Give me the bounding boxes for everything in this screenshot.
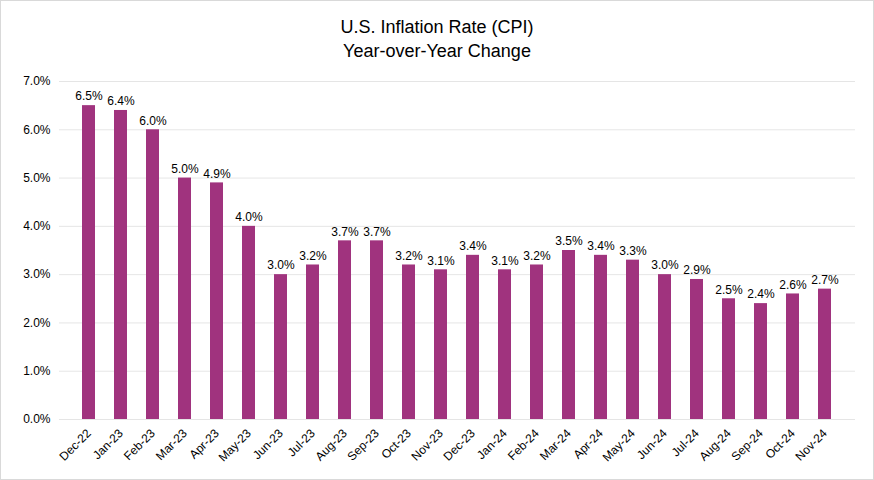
svg-text:Dec-23: Dec-23 [441,426,478,463]
svg-text:Dec-22: Dec-22 [57,426,94,463]
svg-text:3.2%: 3.2% [395,249,423,263]
svg-text:Nov-24: Nov-24 [793,426,830,463]
html-text:U.S. Inflation Rate (CPI): U.S. Inflation Rate (CPI) [340,17,534,37]
svg-text:Nov-23: Nov-23 [409,426,446,463]
svg-text:May-23: May-23 [216,426,254,464]
svg-text:4.9%: 4.9% [203,167,231,181]
svg-text:3.7%: 3.7% [331,225,359,239]
svg-text:6.0%: 6.0% [23,123,51,137]
svg-text:3.0%: 3.0% [651,258,679,272]
svg-text:Jun-23: Jun-23 [250,426,286,462]
svg-text:Aug-23: Aug-23 [313,426,350,463]
svg-text:Oct-24: Oct-24 [762,426,798,462]
svg-text:6.5%: 6.5% [75,89,103,103]
svg-text:6.0%: 6.0% [139,114,167,128]
svg-text:3.1%: 3.1% [427,254,455,268]
svg-text:6.4%: 6.4% [107,94,135,108]
svg-text:4.0%: 4.0% [23,219,51,233]
svg-text:2.9%: 2.9% [683,263,711,277]
svg-text:3.0%: 3.0% [267,258,295,272]
svg-text:3.2%: 3.2% [299,249,327,263]
html-text:Year-over-Year Change: Year-over-Year Change [343,41,531,61]
svg-text:2.4%: 2.4% [747,287,775,301]
svg-text:Feb-23: Feb-23 [121,426,158,463]
svg-text:7.0%: 7.0% [23,74,51,88]
svg-text:Jul-24: Jul-24 [668,426,702,460]
svg-text:Apr-23: Apr-23 [186,426,222,462]
svg-text:Jan-23: Jan-23 [90,426,126,462]
svg-text:3.3%: 3.3% [619,244,647,258]
svg-text:2.6%: 2.6% [779,278,807,292]
svg-text:1.0%: 1.0% [23,364,51,378]
svg-text:3.4%: 3.4% [459,239,487,253]
svg-text:4.0%: 4.0% [235,210,263,224]
svg-text:Jul-23: Jul-23 [284,426,318,460]
svg-text:Mar-24: Mar-24 [537,426,574,463]
svg-text:5.0%: 5.0% [23,171,51,185]
svg-text:Jan-24: Jan-24 [474,426,510,462]
svg-text:Sep-24: Sep-24 [729,426,766,463]
svg-text:Sep-23: Sep-23 [345,426,382,463]
svg-text:May-24: May-24 [600,426,638,464]
svg-text:Oct-23: Oct-23 [378,426,414,462]
svg-text:0.0%: 0.0% [23,412,51,426]
svg-text:Mar-23: Mar-23 [153,426,190,463]
svg-text:5.0%: 5.0% [171,162,199,176]
svg-text:Feb-24: Feb-24 [505,426,542,463]
svg-text:2.0%: 2.0% [23,316,51,330]
svg-text:2.7%: 2.7% [811,273,839,287]
svg-text:3.7%: 3.7% [363,225,391,239]
svg-text:3.4%: 3.4% [587,239,615,253]
svg-text:3.2%: 3.2% [523,249,551,263]
svg-text:Jun-24: Jun-24 [634,426,670,462]
svg-text:3.0%: 3.0% [23,267,51,281]
svg-text:Apr-24: Apr-24 [570,426,606,462]
svg-text:Aug-24: Aug-24 [697,426,734,463]
svg-text:3.1%: 3.1% [491,254,519,268]
svg-text:3.5%: 3.5% [555,234,583,248]
svg-text:2.5%: 2.5% [715,283,743,297]
